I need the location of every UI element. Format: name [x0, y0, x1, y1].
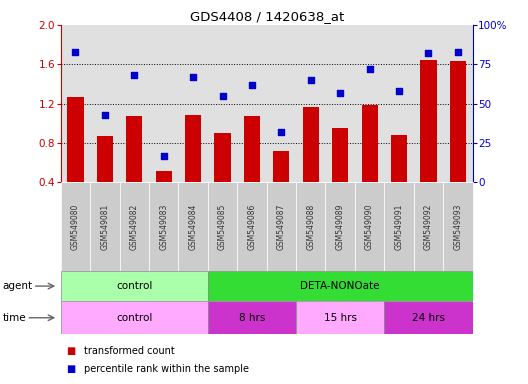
Text: GSM549082: GSM549082: [130, 204, 139, 250]
Bar: [384, 182, 414, 271]
Bar: [296, 182, 325, 271]
Point: [130, 72, 138, 78]
Bar: [97, 136, 113, 222]
Text: GSM549087: GSM549087: [277, 204, 286, 250]
Text: GSM549083: GSM549083: [159, 204, 168, 250]
Bar: [61, 301, 208, 334]
Text: GSM549091: GSM549091: [394, 204, 403, 250]
Point: [189, 74, 197, 80]
Point: [307, 77, 315, 83]
Bar: [420, 60, 437, 222]
Bar: [325, 182, 355, 271]
Bar: [208, 301, 296, 334]
Point: [336, 89, 344, 96]
Bar: [274, 151, 289, 222]
Bar: [68, 97, 83, 222]
Point: [277, 129, 286, 135]
Point: [248, 82, 256, 88]
Text: GSM549086: GSM549086: [248, 204, 257, 250]
Bar: [119, 182, 149, 271]
Text: percentile rank within the sample: percentile rank within the sample: [84, 364, 250, 374]
Text: GSM549089: GSM549089: [336, 204, 345, 250]
Text: 8 hrs: 8 hrs: [239, 313, 265, 323]
Text: GSM549080: GSM549080: [71, 204, 80, 250]
Text: 15 hrs: 15 hrs: [324, 313, 357, 323]
Text: GSM549084: GSM549084: [188, 204, 197, 250]
Point: [454, 49, 462, 55]
Point: [218, 93, 227, 99]
Text: control: control: [116, 313, 153, 323]
Text: GDS4408 / 1420638_at: GDS4408 / 1420638_at: [190, 10, 344, 23]
Point: [101, 112, 109, 118]
Bar: [61, 182, 90, 271]
Bar: [208, 271, 473, 301]
Bar: [391, 135, 407, 222]
Bar: [332, 128, 348, 222]
Text: GSM549092: GSM549092: [424, 204, 433, 250]
Point: [395, 88, 403, 94]
Bar: [303, 107, 319, 222]
Text: transformed count: transformed count: [84, 346, 175, 356]
Text: GSM549090: GSM549090: [365, 203, 374, 250]
Text: agent: agent: [3, 281, 33, 291]
Text: GSM549081: GSM549081: [100, 204, 109, 250]
Text: ■: ■: [66, 346, 76, 356]
Bar: [214, 133, 231, 222]
Bar: [156, 170, 172, 222]
Bar: [414, 182, 443, 271]
Bar: [237, 182, 267, 271]
Bar: [90, 182, 119, 271]
Text: GSM549088: GSM549088: [306, 204, 315, 250]
Text: GSM549085: GSM549085: [218, 204, 227, 250]
Bar: [355, 182, 384, 271]
Bar: [178, 182, 208, 271]
Bar: [384, 301, 473, 334]
Bar: [61, 271, 208, 301]
Bar: [296, 301, 384, 334]
Text: 24 hrs: 24 hrs: [412, 313, 445, 323]
Point: [365, 66, 374, 72]
Text: ■: ■: [66, 364, 76, 374]
Bar: [208, 182, 237, 271]
Bar: [185, 116, 201, 222]
Text: control: control: [116, 281, 153, 291]
Bar: [126, 116, 143, 222]
Bar: [244, 116, 260, 222]
Bar: [443, 182, 473, 271]
Point: [159, 152, 168, 159]
Point: [424, 50, 432, 56]
Bar: [450, 61, 466, 222]
Bar: [149, 182, 178, 271]
Bar: [362, 105, 378, 222]
Bar: [267, 182, 296, 271]
Point: [71, 49, 80, 55]
Text: time: time: [3, 313, 26, 323]
Text: DETA-NONOate: DETA-NONOate: [300, 281, 380, 291]
Text: GSM549093: GSM549093: [454, 203, 463, 250]
